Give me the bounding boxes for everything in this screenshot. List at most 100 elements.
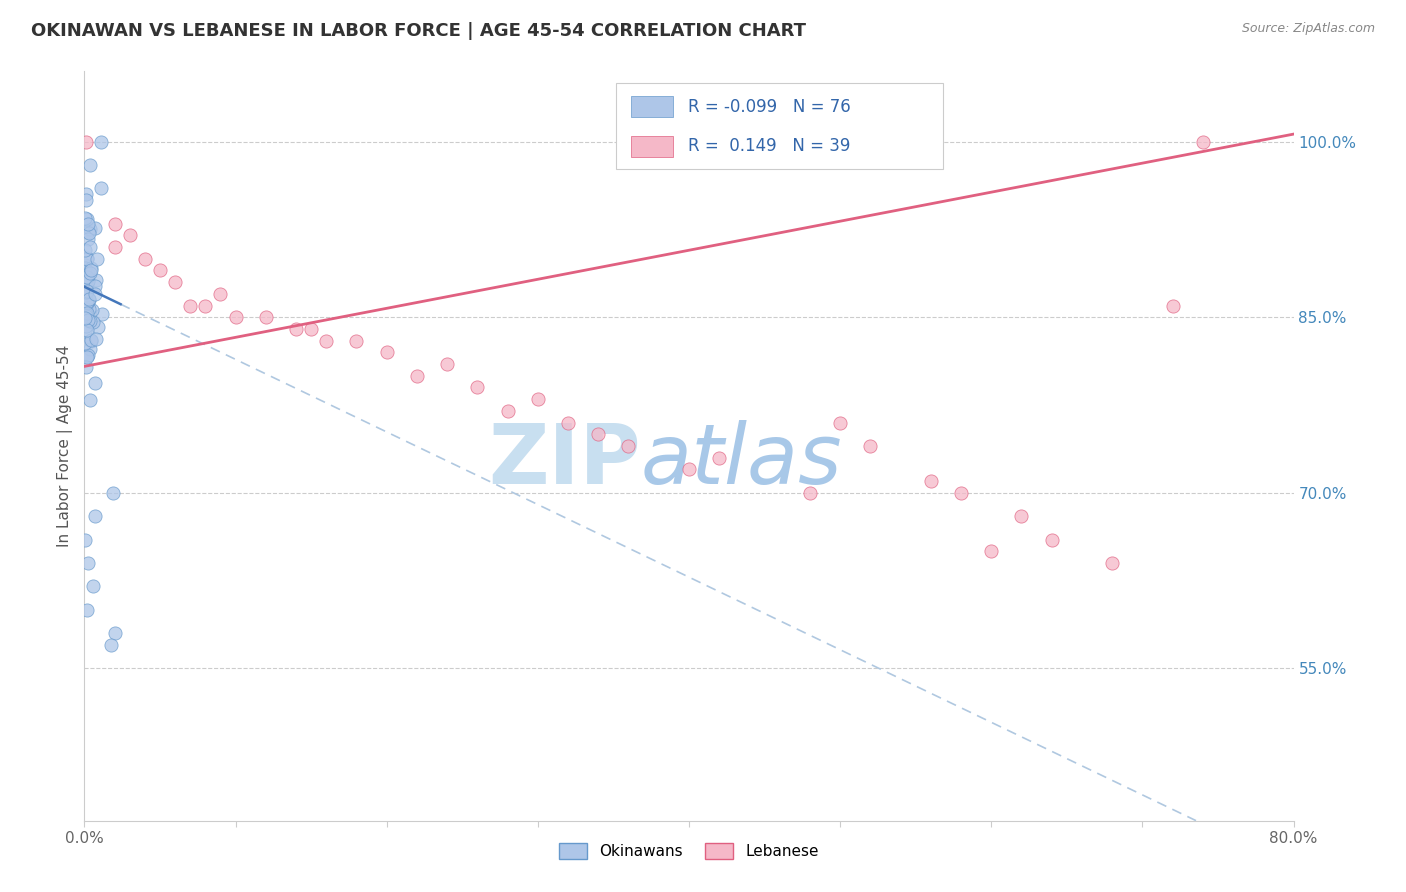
- Point: [84, 286, 107, 301]
- Point: [77, 232, 100, 246]
- Point: [77, 292, 100, 306]
- Point: [980, 544, 1002, 558]
- Point: [406, 368, 429, 383]
- Point: [76, 284, 98, 298]
- Point: [285, 322, 308, 336]
- Point: [90, 135, 112, 149]
- Point: [830, 416, 852, 430]
- Point: [75, 309, 97, 323]
- FancyBboxPatch shape: [616, 83, 943, 169]
- Point: [375, 345, 398, 359]
- Y-axis label: In Labor Force | Age 45-54: In Labor Force | Age 45-54: [58, 345, 73, 547]
- Point: [75, 310, 97, 325]
- Point: [75, 262, 97, 277]
- Point: [75, 244, 97, 258]
- Point: [118, 228, 141, 243]
- Point: [76, 186, 98, 201]
- Point: [80, 333, 103, 347]
- Point: [1040, 533, 1063, 547]
- Point: [75, 324, 97, 338]
- Point: [527, 392, 550, 407]
- Point: [1161, 299, 1184, 313]
- Point: [557, 416, 579, 430]
- Point: [79, 266, 101, 280]
- Point: [209, 286, 232, 301]
- Point: [76, 349, 98, 363]
- Point: [76, 603, 98, 617]
- Point: [254, 310, 277, 325]
- Point: [75, 193, 97, 207]
- Point: [76, 295, 98, 310]
- Point: [179, 299, 201, 313]
- Point: [87, 320, 110, 334]
- Point: [79, 158, 101, 172]
- Point: [101, 486, 124, 500]
- Point: [76, 556, 98, 570]
- Point: [76, 217, 98, 231]
- Point: [75, 211, 97, 225]
- Point: [149, 263, 172, 277]
- Point: [82, 315, 104, 329]
- Point: [77, 274, 100, 288]
- Point: [86, 273, 108, 287]
- Text: OKINAWAN VS LEBANESE IN LABOR FORCE | AGE 45-54 CORRELATION CHART: OKINAWAN VS LEBANESE IN LABOR FORCE | AG…: [31, 22, 806, 40]
- FancyBboxPatch shape: [631, 136, 673, 157]
- Point: [76, 277, 98, 292]
- Point: [225, 310, 247, 325]
- Point: [80, 334, 103, 349]
- Point: [75, 258, 97, 272]
- Point: [79, 222, 101, 236]
- Point: [104, 240, 127, 254]
- Point: [436, 357, 458, 371]
- Point: [77, 226, 100, 240]
- Point: [75, 261, 97, 276]
- Point: [76, 323, 98, 337]
- FancyBboxPatch shape: [631, 96, 673, 117]
- Point: [75, 301, 97, 316]
- Point: [83, 509, 105, 524]
- Point: [84, 376, 107, 390]
- Point: [1192, 135, 1215, 149]
- Text: R =  0.149   N = 39: R = 0.149 N = 39: [688, 137, 851, 155]
- Point: [315, 334, 337, 348]
- Point: [80, 302, 103, 317]
- Point: [76, 306, 98, 320]
- Point: [76, 296, 98, 310]
- Point: [859, 439, 882, 453]
- Text: atlas: atlas: [641, 420, 842, 501]
- Point: [467, 380, 489, 394]
- Point: [90, 181, 112, 195]
- Point: [134, 252, 156, 266]
- Point: [75, 360, 97, 375]
- Point: [496, 404, 519, 418]
- Point: [84, 221, 107, 235]
- Legend: Okinawans, Lebanese: Okinawans, Lebanese: [553, 838, 825, 865]
- Point: [79, 240, 101, 254]
- Point: [76, 225, 98, 239]
- Point: [1011, 509, 1033, 524]
- Point: [165, 275, 187, 289]
- Point: [84, 332, 107, 346]
- Point: [100, 638, 122, 652]
- Point: [299, 322, 322, 336]
- Point: [86, 252, 108, 266]
- Point: [75, 310, 97, 325]
- Point: [82, 580, 104, 594]
- Point: [194, 299, 217, 313]
- Point: [76, 312, 98, 326]
- Point: [76, 251, 98, 265]
- Point: [79, 392, 101, 407]
- Point: [79, 342, 101, 356]
- Point: [79, 293, 101, 308]
- Point: [75, 319, 97, 334]
- Point: [104, 217, 127, 231]
- Point: [75, 287, 97, 301]
- Point: [79, 314, 101, 328]
- Point: [76, 267, 98, 281]
- Point: [76, 269, 98, 284]
- Point: [346, 334, 368, 348]
- Text: R = -0.099   N = 76: R = -0.099 N = 76: [688, 97, 851, 116]
- Point: [76, 351, 98, 365]
- Point: [950, 486, 973, 500]
- Point: [75, 335, 97, 350]
